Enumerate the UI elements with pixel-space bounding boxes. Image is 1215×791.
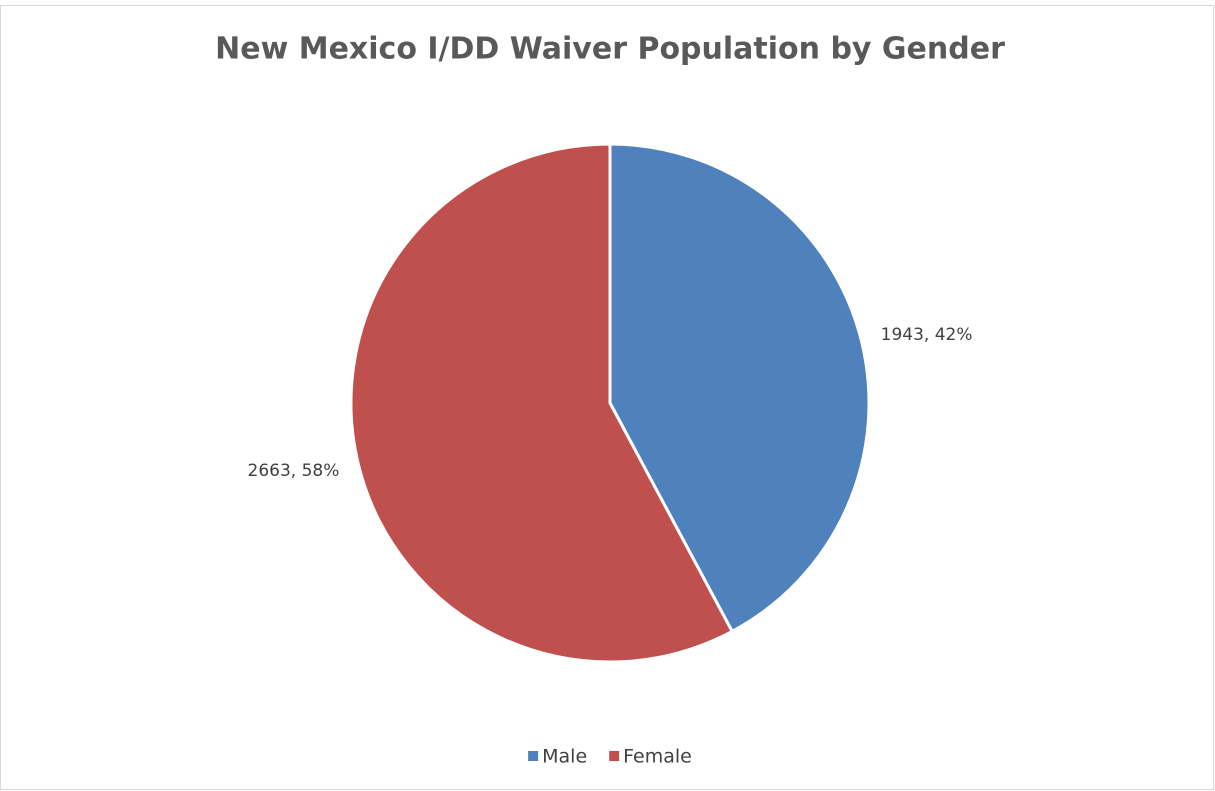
- pie-slice: [608, 142, 871, 634]
- legend-swatch: [609, 751, 620, 761]
- chart-title: New Mexico I/DD Waiver Population by Gen…: [215, 32, 1005, 67]
- pie-slice: [349, 142, 735, 664]
- data-label: 2663, 58%: [248, 461, 340, 481]
- legend-label: Female: [623, 746, 692, 768]
- legend-swatch: [528, 751, 539, 761]
- legend-label: Male: [542, 746, 587, 768]
- data-label: 1943, 42%: [881, 325, 973, 345]
